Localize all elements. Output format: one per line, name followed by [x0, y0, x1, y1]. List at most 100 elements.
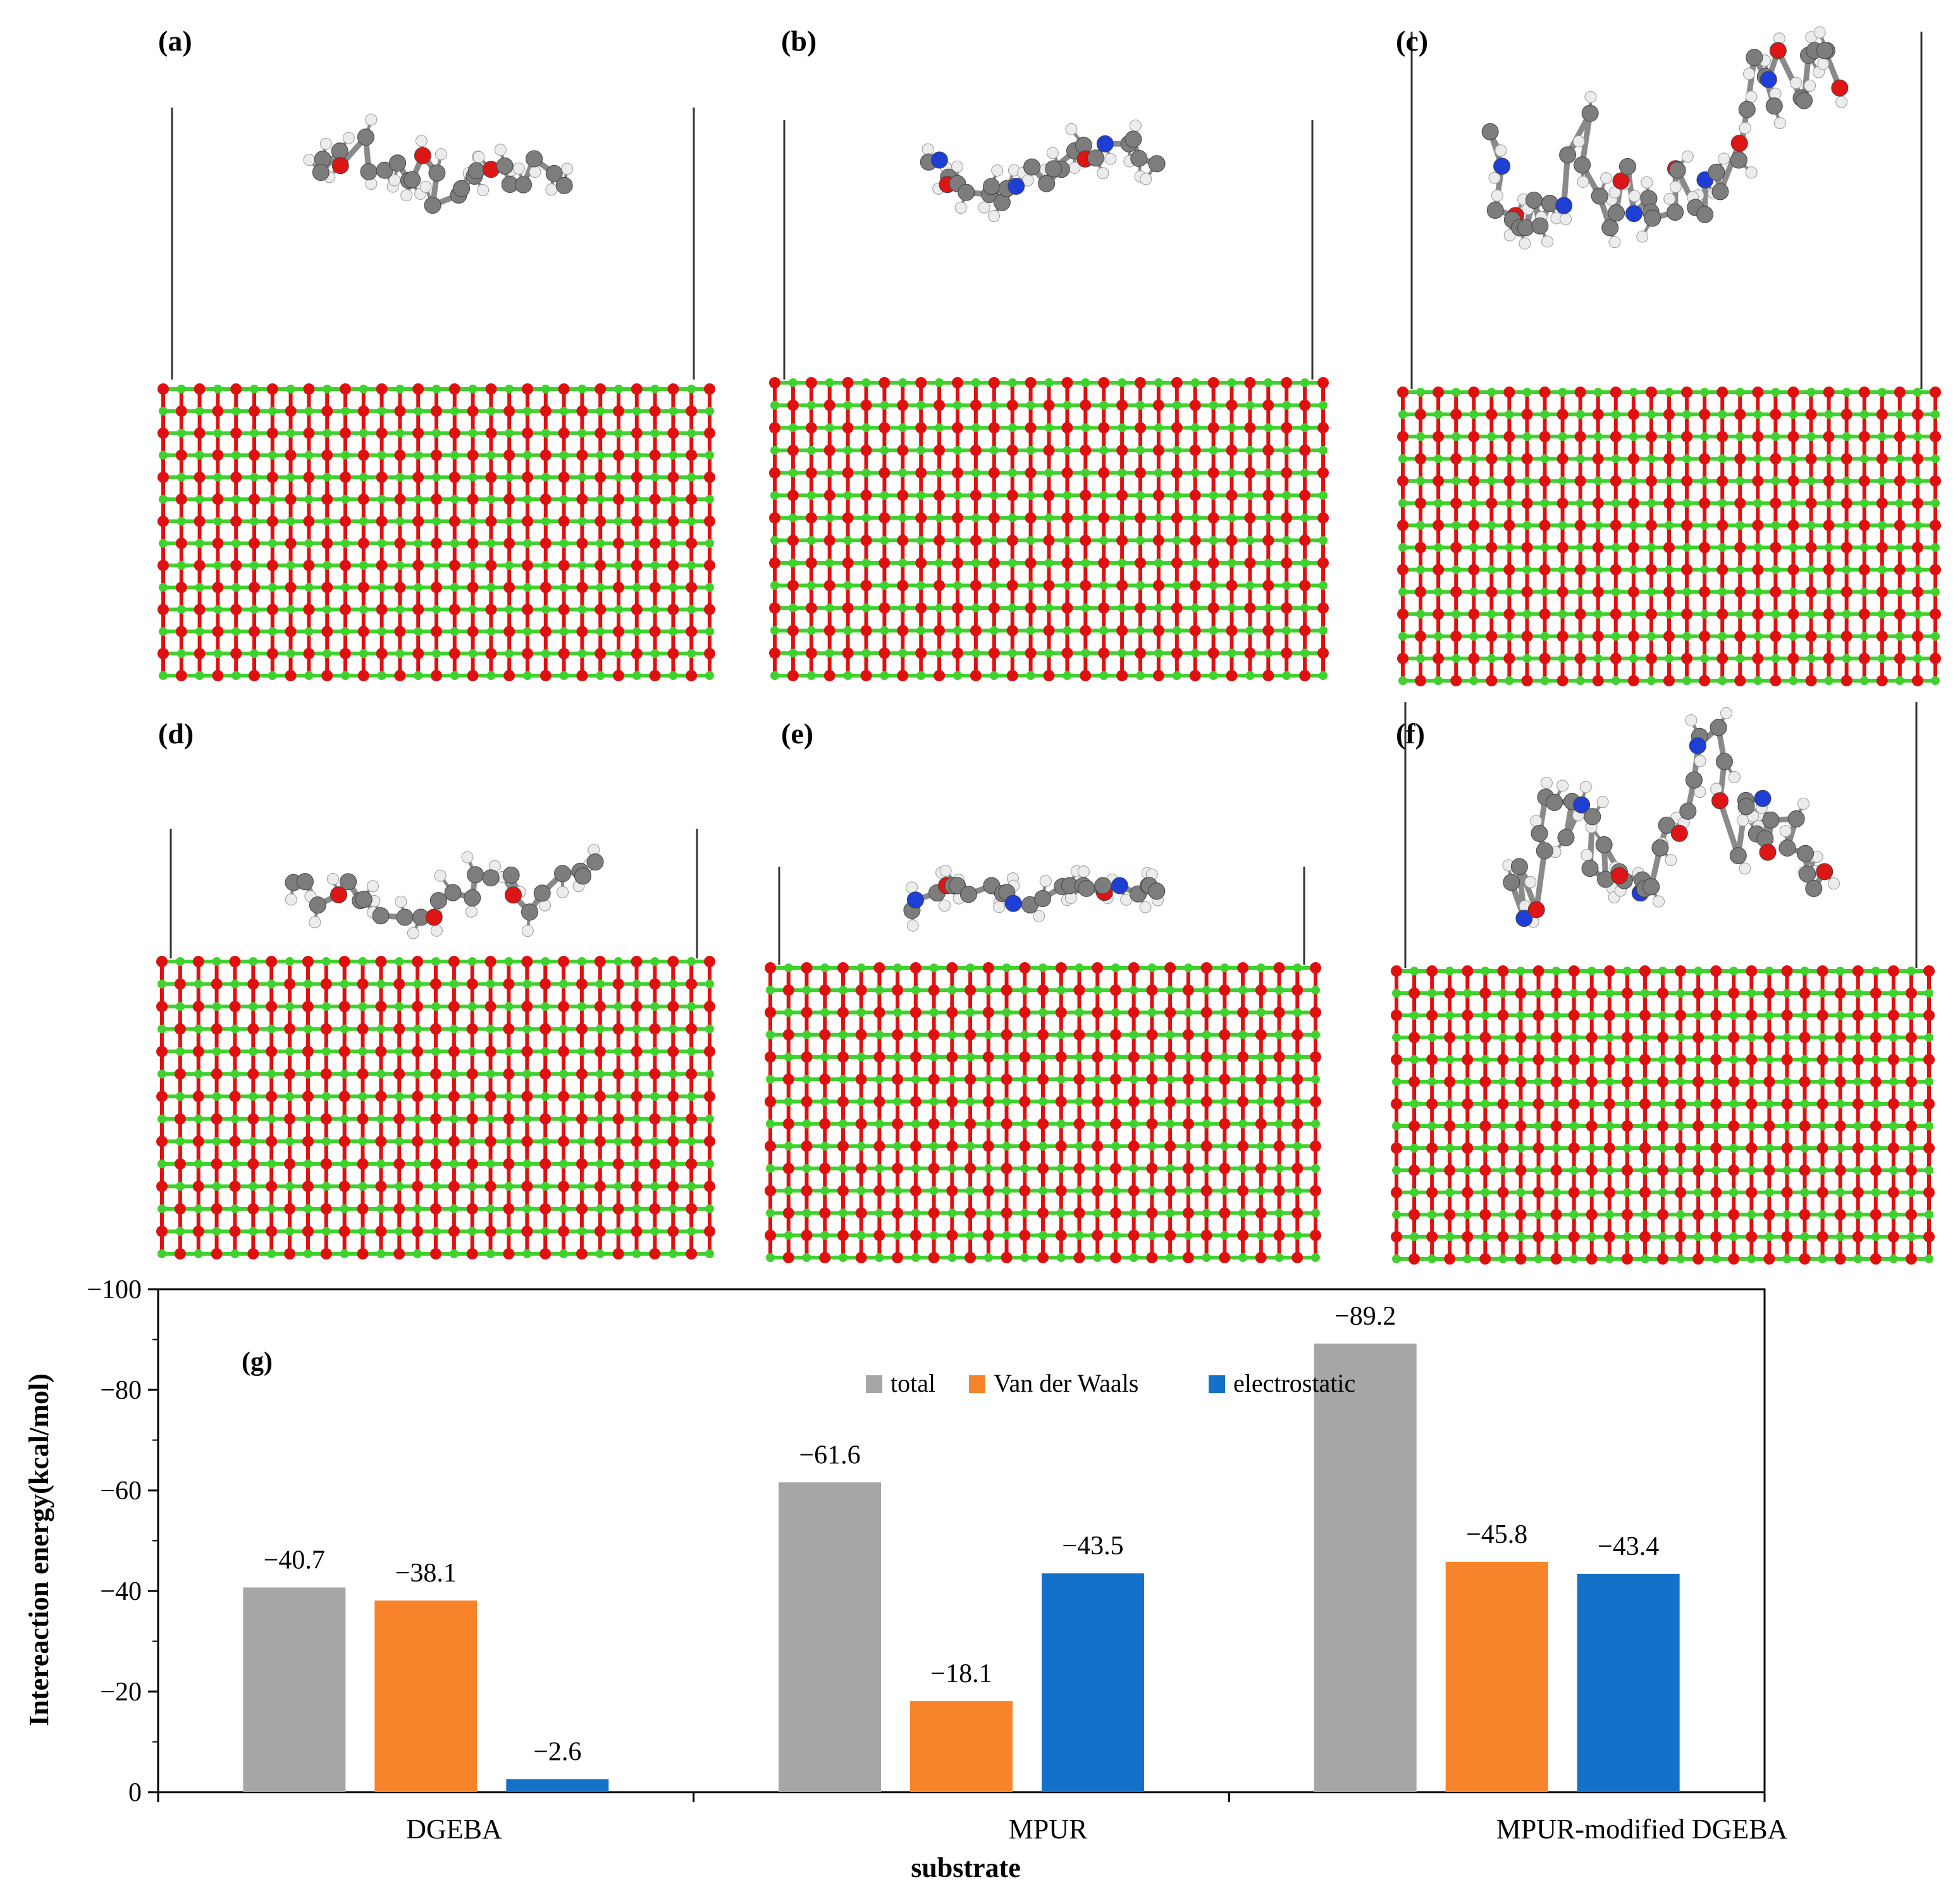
hydrogen-atom — [1804, 79, 1816, 92]
carbon-atom — [1799, 865, 1816, 883]
oxygen-atom — [1262, 624, 1274, 636]
metal-atom — [1427, 1077, 1437, 1086]
hydrogen-atom — [512, 162, 525, 175]
oxygen-atom — [522, 383, 533, 395]
oxygen-atom — [431, 449, 442, 461]
metal-atom — [1747, 1254, 1756, 1263]
metal-atom — [1895, 587, 1904, 597]
metal-atom — [1238, 1030, 1248, 1039]
metal-atom — [1238, 986, 1248, 995]
metal-atom — [1859, 631, 1869, 641]
oxygen-atom — [1840, 542, 1852, 554]
oxygen-atom — [539, 1113, 552, 1125]
oxygen-atom — [1930, 387, 1941, 398]
oxygen-atom — [394, 626, 406, 638]
carbon-atom — [574, 867, 592, 885]
metal-atom — [806, 626, 816, 635]
oxygen-atom — [1550, 987, 1562, 999]
oxygen-atom — [909, 1185, 921, 1197]
metal-atom — [1789, 631, 1798, 641]
metal-atom — [1256, 1008, 1266, 1017]
metal-atom — [669, 583, 678, 592]
metal-atom — [966, 963, 975, 972]
metal-atom — [1534, 1122, 1543, 1130]
oxygen-atom — [595, 427, 607, 439]
metal-atom — [431, 1227, 440, 1236]
metal-atom — [1711, 989, 1721, 998]
metal-atom — [1676, 1254, 1686, 1263]
oxygen-atom — [1699, 630, 1711, 642]
metal-atom — [450, 538, 459, 548]
x-tick-label-mpur: MPUR — [1009, 1814, 1088, 1845]
oxygen-atom — [394, 581, 406, 593]
metal-atom — [577, 385, 587, 393]
metal-atom — [766, 1253, 775, 1262]
oxygen-atom — [1109, 984, 1121, 996]
oxygen-atom — [873, 1229, 885, 1241]
oxygen-atom — [576, 493, 588, 505]
metal-atom — [159, 538, 168, 548]
oxygen-atom — [466, 1113, 478, 1125]
oxygen-atom — [765, 1051, 776, 1063]
oxygen-atom — [266, 559, 278, 571]
metal-atom — [1129, 1030, 1138, 1039]
hydrogen-atom — [1694, 755, 1706, 767]
oxygen-atom — [484, 1136, 496, 1148]
metal-atom — [1753, 410, 1763, 419]
metal-atom — [614, 428, 623, 438]
metal-atom — [449, 1204, 459, 1213]
hydrogen-atom — [1641, 176, 1653, 189]
oxygen-atom — [521, 1001, 533, 1013]
oxygen-atom — [1001, 984, 1013, 996]
metal-atom — [1220, 1186, 1230, 1196]
metal-atom — [395, 649, 405, 659]
metal-atom — [983, 986, 993, 995]
oxygen-atom — [1462, 1187, 1474, 1198]
oxygen-atom — [175, 493, 187, 505]
oxygen-atom — [321, 449, 333, 461]
metal-atom — [1806, 388, 1816, 397]
oxygen-atom — [448, 559, 460, 571]
oxygen-atom — [1182, 1074, 1194, 1086]
metal-atom — [1202, 1208, 1211, 1218]
carbon-atom — [1797, 845, 1815, 862]
metal-atom — [1183, 1008, 1193, 1017]
oxygen-atom — [909, 1096, 921, 1108]
metal-atom — [1392, 1254, 1401, 1263]
hydrogen-atom — [319, 137, 332, 150]
nitrogen-atom — [1004, 894, 1022, 912]
crystal-lattice — [156, 956, 715, 1260]
metal-atom — [541, 649, 550, 659]
metal-atom — [1264, 603, 1273, 613]
x-tick-label-dgeba: DGEBA — [406, 1814, 502, 1845]
metal-atom — [669, 627, 678, 636]
hydrogen-atom — [1745, 90, 1758, 103]
metal-atom — [1311, 1119, 1320, 1129]
metal-atom — [971, 378, 980, 387]
oxygen-atom — [412, 383, 424, 395]
carbon-atom — [1708, 163, 1725, 181]
metal-atom — [705, 538, 714, 548]
hydrogen-atom — [951, 160, 964, 173]
molecule-mpur-modified-dgeba — [1481, 26, 1849, 250]
metal-atom — [559, 1159, 569, 1168]
metal-atom — [898, 468, 908, 478]
metal-atom — [595, 979, 605, 989]
metal-atom — [1008, 513, 1017, 523]
carbon-atom — [1531, 217, 1549, 235]
panel-label: (e) — [781, 717, 813, 750]
oxygen-atom — [1164, 962, 1176, 974]
metal-atom — [323, 428, 332, 438]
oxygen-atom — [1408, 1165, 1421, 1176]
metal-atom — [340, 1024, 349, 1034]
oxygen-atom — [952, 422, 963, 434]
oxygen-atom — [1237, 1096, 1249, 1108]
oxygen-atom — [686, 405, 698, 417]
metal-atom — [450, 671, 459, 680]
metal-atom — [1534, 1210, 1543, 1219]
oxygen-atom — [1291, 1118, 1304, 1130]
metal-atom — [1398, 410, 1407, 419]
metal-atom — [1220, 1097, 1230, 1106]
metal-atom — [1319, 581, 1328, 590]
metal-atom — [303, 1204, 312, 1213]
